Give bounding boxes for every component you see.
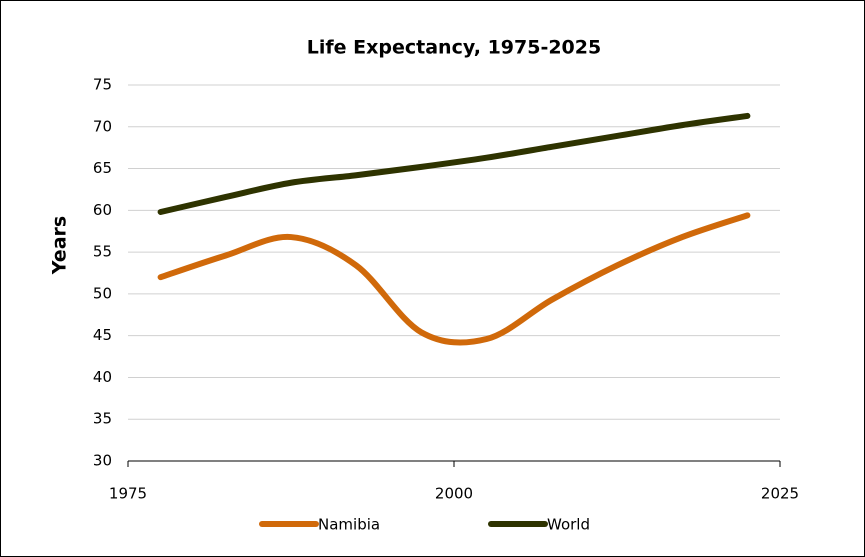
y-tick-label: 40 (93, 368, 112, 386)
y-tick-label: 65 (93, 159, 112, 177)
legend-label: Namibia (318, 516, 380, 534)
y-tick-label: 70 (93, 117, 112, 135)
series-line (157, 212, 751, 346)
y-tick-label: 45 (93, 326, 112, 344)
x-tick-label: 2000 (435, 485, 473, 503)
y-tick-label: 50 (93, 284, 112, 302)
chart-title: Life Expectancy, 1975-2025 (307, 37, 601, 59)
y-tick-label: 60 (93, 201, 112, 219)
x-tick-label: 2025 (761, 485, 799, 503)
legend-label: World (547, 516, 590, 534)
y-tick-label: 30 (93, 452, 112, 470)
y-tick-label: 55 (93, 243, 112, 261)
y-tick-label: 35 (93, 410, 112, 428)
y-axis-label: Years (49, 216, 71, 275)
series-line (157, 112, 751, 216)
y-tick-label: 75 (93, 76, 112, 94)
x-tick-label: 1975 (109, 485, 147, 503)
